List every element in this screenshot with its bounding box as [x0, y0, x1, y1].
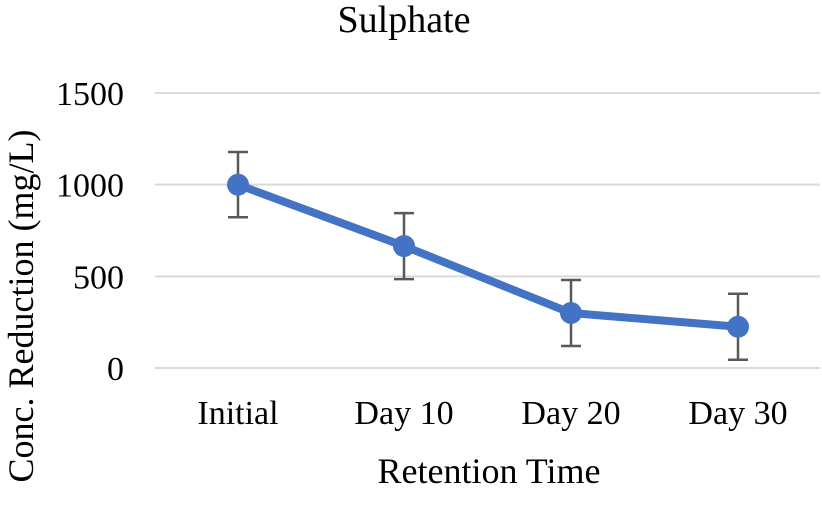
y-tick-labels: 0 500 1000 1500: [56, 76, 124, 388]
data-point: [227, 173, 249, 196]
gridlines: [155, 92, 820, 369]
y-axis-label: Conc. Reduction (mg/L): [1, 130, 41, 483]
chart-title: Sulphate: [338, 0, 471, 41]
data-point: [560, 302, 582, 324]
x-tick-label: Day 10: [354, 395, 453, 432]
y-tick-label: 500: [73, 259, 124, 296]
x-tick-label: Day 30: [688, 395, 787, 432]
data-points: [227, 173, 749, 338]
data-point: [393, 235, 415, 258]
x-tick-label: Day 20: [521, 395, 620, 432]
y-tick-label: 0: [107, 351, 124, 388]
x-tick-labels: Initial Day 10 Day 20 Day 30: [197, 395, 787, 432]
data-point: [727, 315, 749, 338]
series-lines: [234, 180, 742, 331]
x-axis-label: Retention Time: [377, 451, 600, 491]
series-line: [234, 180, 742, 331]
x-tick-label: Initial: [197, 395, 278, 432]
y-tick-label: 1500: [56, 76, 124, 113]
y-tick-label: 1000: [56, 168, 124, 205]
error-bars: [228, 150, 748, 361]
